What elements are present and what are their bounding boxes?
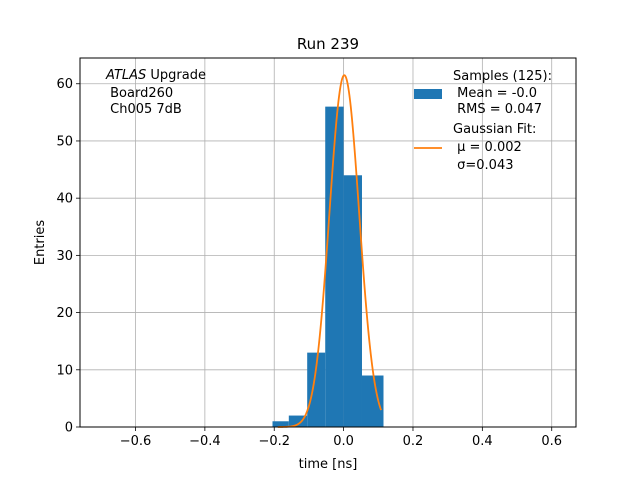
annotation-italic: ATLAS bbox=[105, 68, 146, 83]
legend-fit-mu: μ = 0.002 bbox=[453, 140, 522, 155]
histogram-bar bbox=[325, 106, 344, 428]
legend-histogram-swatch bbox=[414, 89, 442, 99]
annotation-rest: Upgrade bbox=[146, 68, 206, 83]
legend-fit-sigma: σ=0.043 bbox=[453, 158, 513, 173]
y-tick-label: 60 bbox=[56, 77, 73, 92]
x-tick-label: −0.2 bbox=[258, 434, 290, 449]
legend-samples-rms: RMS = 0.047 bbox=[453, 102, 542, 117]
chart-title: Run 239 bbox=[297, 35, 359, 53]
x-tick-label: 0.0 bbox=[333, 434, 354, 449]
histogram-bar bbox=[272, 421, 289, 427]
y-tick-label: 30 bbox=[56, 249, 73, 264]
y-tick-label: 0 bbox=[65, 421, 73, 436]
x-tick-label: 0.4 bbox=[472, 434, 493, 449]
legend: Samples (125): Mean = -0.0 RMS = 0.047 G… bbox=[414, 69, 552, 173]
legend-samples-mean: Mean = -0.0 bbox=[453, 86, 537, 101]
histogram-bars bbox=[272, 106, 384, 428]
x-tick-label: 0.2 bbox=[403, 434, 424, 449]
annotation-line-1: ATLAS Upgrade bbox=[105, 68, 206, 83]
axis-ticks: −0.6 −0.4 −0.2 0.0 0.2 0.4 0.6 0 10 20 30 40 50 60 bbox=[56, 77, 562, 449]
y-tick-label: 40 bbox=[56, 192, 73, 207]
legend-fit-label: Gaussian Fit: bbox=[453, 122, 536, 137]
x-tick-label: −0.4 bbox=[189, 434, 221, 449]
annotation-line-3: Ch005 7dB bbox=[106, 102, 182, 117]
histogram-bar bbox=[361, 375, 384, 427]
y-tick-label: 20 bbox=[56, 306, 73, 321]
y-tick-label: 50 bbox=[56, 134, 73, 149]
histogram-bar bbox=[343, 175, 362, 427]
histogram-bar bbox=[288, 415, 308, 427]
fit-curve-layer bbox=[277, 74, 382, 428]
x-tick-label: −0.6 bbox=[120, 434, 152, 449]
legend-samples-label: Samples (125): bbox=[453, 69, 552, 84]
x-tick-label: 0.6 bbox=[541, 434, 562, 449]
gaussian-fit-line bbox=[277, 74, 382, 428]
y-axis-label: Entries bbox=[33, 220, 48, 266]
atlas-annotation: ATLAS Upgrade Board260 Ch005 7dB bbox=[105, 68, 206, 117]
x-axis-label: time [ns] bbox=[299, 457, 358, 472]
y-tick-label: 10 bbox=[56, 363, 73, 378]
histogram-bar bbox=[307, 352, 326, 427]
annotation-line-2: Board260 bbox=[106, 86, 173, 101]
plot-frame bbox=[79, 57, 577, 428]
